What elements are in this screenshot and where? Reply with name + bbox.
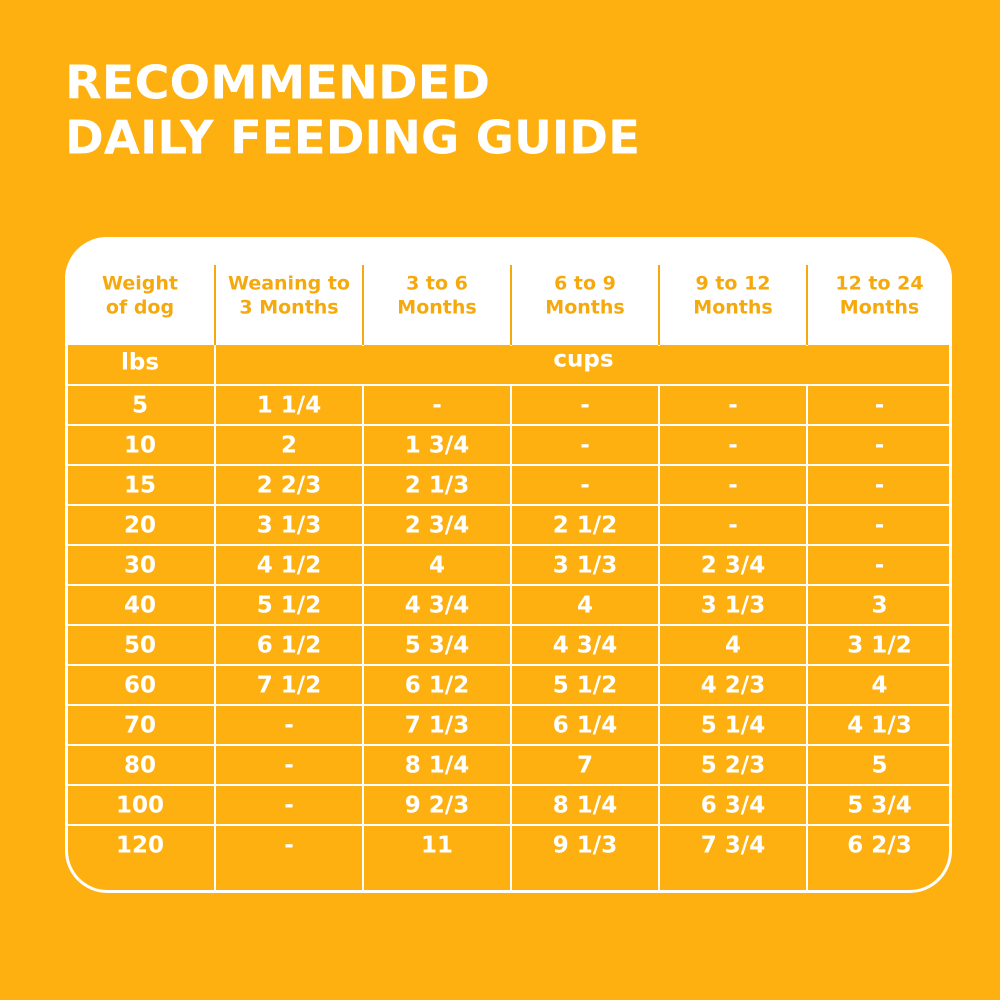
cell: 4 2/3 [701,673,765,699]
cell: 30 [124,553,156,579]
header-band [65,237,952,345]
cell: 15 [124,473,156,499]
title-line: DAILY FEEDING GUIDE [65,111,640,165]
cell: 10 [124,433,156,459]
unit-label: lbs [121,350,159,376]
column-header: 6 to 9 [554,273,616,295]
cell: 2 1/2 [553,513,617,539]
cell: 11 [421,833,453,859]
cell: 5 [132,393,148,419]
cell: 50 [124,633,156,659]
cell: 80 [124,753,156,779]
cell: 4 1/3 [847,713,911,739]
cell: 4 3/4 [405,593,469,619]
cell: - [728,393,738,419]
cell: 6 1/4 [553,713,617,739]
cell: 5 1/4 [701,713,765,739]
cell: 4 [577,593,593,619]
cell: 3 1/3 [701,593,765,619]
cell: - [875,473,885,499]
column-header: 12 to 24 [835,273,923,295]
cell: 7 1/2 [257,673,321,699]
cell: 20 [124,513,156,539]
cell: 3 1/3 [257,513,321,539]
column-header: Weight [102,273,178,295]
column-header: 9 to 12 [695,273,770,295]
cell: 4 3/4 [553,633,617,659]
cell: - [580,473,590,499]
column-header: Months [397,297,476,319]
cell: 4 1/2 [257,553,321,579]
cell: 100 [116,793,164,819]
cell: 6 1/2 [257,633,321,659]
cell: - [875,553,885,579]
cell: 2 1/3 [405,473,469,499]
cell: 5 [871,753,887,779]
cell: - [875,393,885,419]
cell: 4 [725,633,741,659]
cell: 2 3/4 [405,513,469,539]
cell: - [580,393,590,419]
cell: - [284,833,294,859]
cell: 1 1/4 [257,393,321,419]
cell: 4 [429,553,445,579]
cell: 3 1/2 [847,633,911,659]
cell: 60 [124,673,156,699]
cell: - [284,713,294,739]
title-line: RECOMMENDED [65,56,490,110]
cell: 3 1/3 [553,553,617,579]
table-fill [65,237,952,345]
cell: - [284,793,294,819]
table-border [65,237,952,893]
cell: 5 3/4 [847,793,911,819]
cell: 120 [116,833,164,859]
cell: 9 1/3 [553,833,617,859]
cell: 8 1/4 [553,793,617,819]
cell: 6 3/4 [701,793,765,819]
column-header: of dog [106,297,174,319]
cell: - [580,433,590,459]
column-header: 3 to 6 [406,273,468,295]
cell: 7 [577,753,593,779]
cell: 5 1/2 [257,593,321,619]
cell: 9 2/3 [405,793,469,819]
cell: 40 [124,593,156,619]
cell: 2 3/4 [701,553,765,579]
cell: 8 1/4 [405,753,469,779]
cell: 3 [871,593,887,619]
column-header: Months [840,297,919,319]
cell: - [728,433,738,459]
cell: - [728,513,738,539]
cell: - [875,513,885,539]
unit-label: cups [553,347,613,373]
cell: - [875,433,885,459]
cell: - [284,753,294,779]
cell: 7 1/3 [405,713,469,739]
cell: 6 2/3 [847,833,911,859]
cell: 4 [871,673,887,699]
cell: 5 1/2 [553,673,617,699]
column-header: Months [545,297,624,319]
column-header: Months [693,297,772,319]
cell: 5 2/3 [701,753,765,779]
cell: 7 3/4 [701,833,765,859]
column-header: 3 Months [239,297,338,319]
cell: 2 2/3 [257,473,321,499]
column-header: Weaning to [228,273,350,295]
cell: - [432,393,442,419]
cell: 6 1/2 [405,673,469,699]
cell: 70 [124,713,156,739]
cell: - [728,473,738,499]
cell: 5 3/4 [405,633,469,659]
cell: 2 [281,433,297,459]
cell: 1 3/4 [405,433,469,459]
